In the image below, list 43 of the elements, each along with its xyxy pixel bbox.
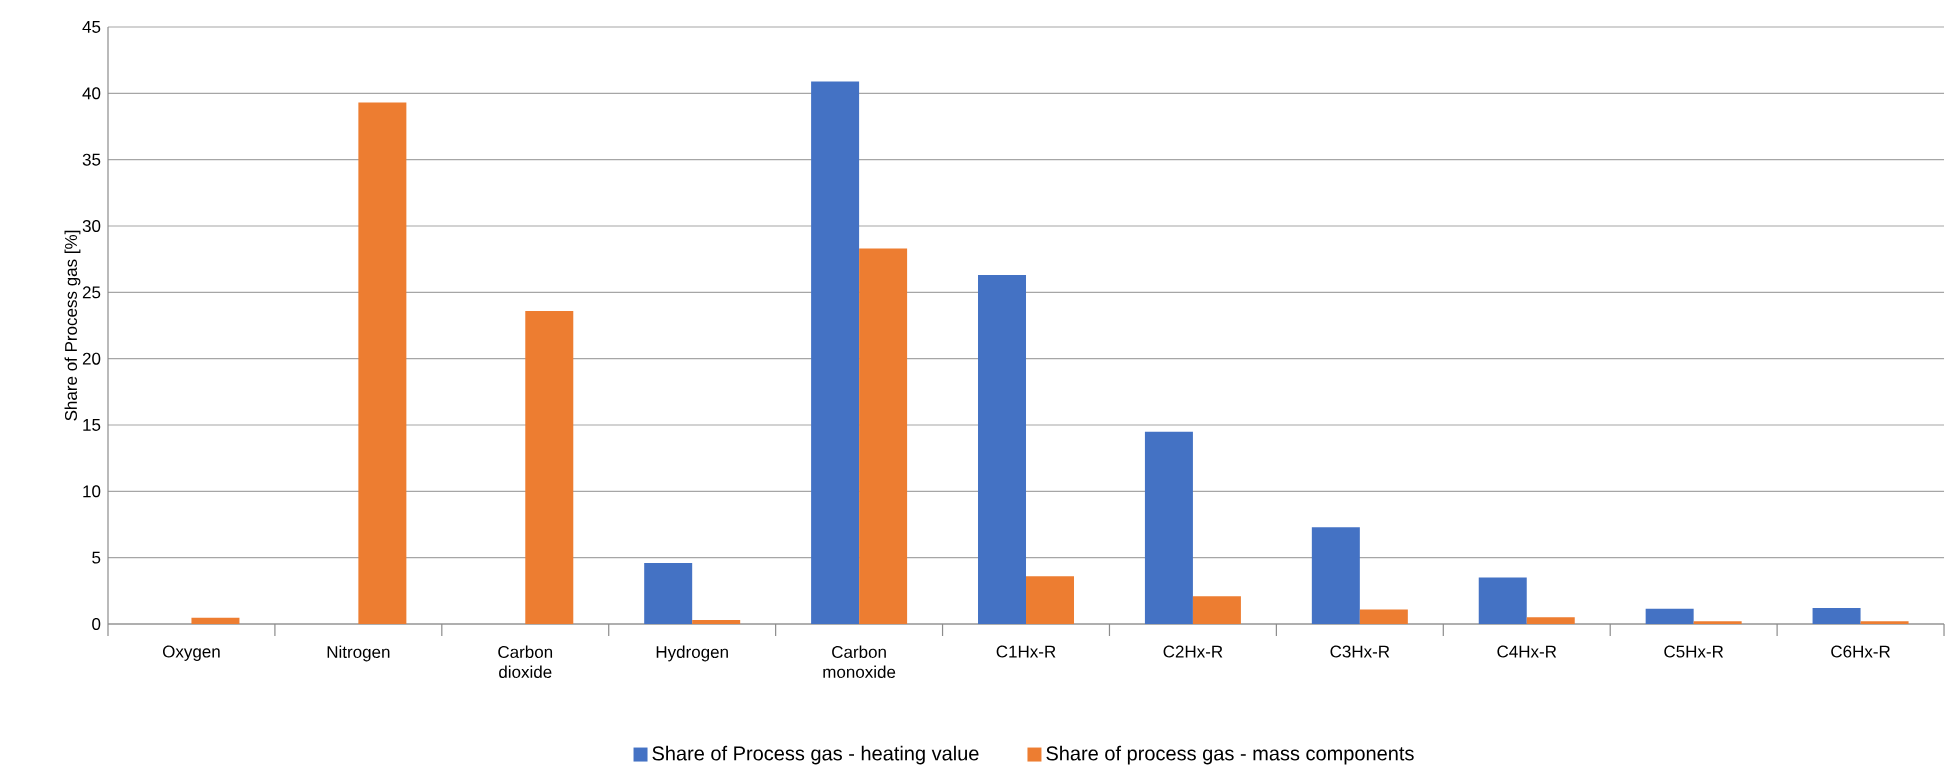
bar: [1478, 577, 1527, 624]
bar: [1693, 621, 1742, 624]
bar: [1526, 617, 1575, 624]
y-tick-label: 30: [82, 219, 101, 233]
x-tick-label: Hydrogen: [656, 645, 728, 662]
y-tick-label: 0: [92, 617, 101, 631]
y-tick-label: 25: [82, 286, 101, 299]
y-tick-label: 45: [82, 21, 101, 33]
bar: [1359, 609, 1408, 624]
x-tick-label: C1Hx-R: [996, 645, 1056, 658]
legend-label: Share of Process gas - heating value: [652, 745, 979, 765]
y-tick-label: 10: [83, 485, 101, 498]
x-tick-label: C3Hx-R: [1330, 645, 1390, 658]
x-tick-label: C6Hx-R: [1831, 645, 1891, 658]
bar: [1144, 431, 1193, 624]
bar: [358, 102, 407, 624]
y-tick-label: 40: [82, 87, 101, 100]
x-tick-label: Carbon monoxide: [823, 645, 896, 679]
bar: [1192, 596, 1241, 624]
x-tick-label: C4Hx-R: [1497, 645, 1557, 658]
x-tick-label: Nitrogen: [327, 645, 390, 662]
bar: [811, 81, 860, 624]
y-tick-label: 20: [82, 352, 101, 365]
x-tick-label: C2Hx-R: [1163, 645, 1223, 658]
x-tick-label: C5Hx-R: [1664, 645, 1724, 658]
bar: [1311, 527, 1360, 624]
legend-label: Share of process gas - mass components: [1046, 745, 1414, 765]
bar: [644, 562, 693, 624]
bar: [191, 617, 240, 624]
bar: [1860, 621, 1909, 624]
x-tick-label: Carbon dioxide: [498, 645, 553, 679]
y-tick-label: 15: [83, 419, 101, 431]
x-tick-label: Oxygen: [162, 645, 220, 661]
bar: [1812, 608, 1861, 624]
y-tick-label: 35: [82, 153, 101, 166]
bar: [525, 310, 574, 624]
bar: [1026, 576, 1075, 624]
y-tick-label: 5: [92, 551, 101, 564]
bar: [859, 248, 908, 624]
bar: [978, 275, 1027, 624]
bar: [692, 620, 741, 624]
y-axis-title: Share of Process gas [%]: [64, 230, 81, 421]
bar: [1645, 608, 1694, 624]
